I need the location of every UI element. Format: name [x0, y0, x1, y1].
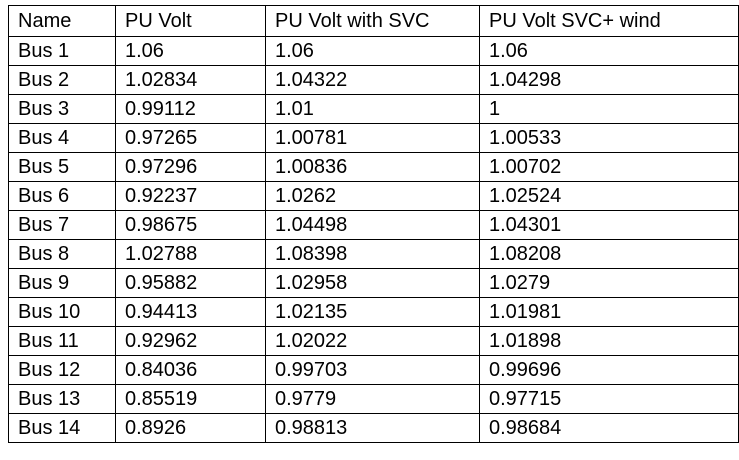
bus-name-cell: Bus 10	[8, 297, 116, 327]
pu-volt-with-svc-cell: 1.06	[265, 36, 480, 66]
table-body: Bus 1 1.06 1.06 1.06 Bus 2 1.02834 1.04322 1.04…	[8, 36, 739, 443]
pu-volt-cell: 1.06	[115, 36, 266, 66]
table-row: Bus 5 0.97296 1.00836 1.00702	[8, 152, 739, 182]
pu-volt-svc-wind-cell: 1.0279	[479, 268, 739, 298]
pu-volt-cell: 0.94413	[115, 297, 266, 327]
column-header-pu-volt-svc-wind: PU Volt SVC+ wind	[479, 5, 739, 37]
pu-volt-cell: 0.92237	[115, 181, 266, 211]
column-header-name: Name	[8, 5, 116, 37]
table-row: Bus 3 0.99112 1.01 1	[8, 94, 739, 124]
pu-volt-cell: 0.95882	[115, 268, 266, 298]
pu-volt-with-svc-cell: 0.9779	[265, 384, 480, 414]
pu-volt-svc-wind-cell: 1.01981	[479, 297, 739, 327]
pu-volt-with-svc-cell: 1.02135	[265, 297, 480, 327]
pu-volt-svc-wind-cell: 1	[479, 94, 739, 124]
pu-volt-svc-wind-cell: 1.01898	[479, 326, 739, 356]
pu-volt-svc-wind-cell: 1.00702	[479, 152, 739, 182]
bus-name-cell: Bus 5	[8, 152, 116, 182]
pu-volt-with-svc-cell: 1.08398	[265, 239, 480, 269]
table-row: Bus 11 0.92962 1.02022 1.01898	[8, 326, 739, 356]
table-row: Bus 7 0.98675 1.04498 1.04301	[8, 210, 739, 240]
pu-volt-svc-wind-cell: 1.04301	[479, 210, 739, 240]
pu-volt-with-svc-cell: 1.01	[265, 94, 480, 124]
column-header-pu-volt: PU Volt	[115, 5, 266, 37]
pu-volt-cell: 0.8926	[115, 413, 266, 443]
bus-name-cell: Bus 9	[8, 268, 116, 298]
table-row: Bus 12 0.84036 0.99703 0.99696	[8, 355, 739, 385]
pu-volt-svc-wind-cell: 0.99696	[479, 355, 739, 385]
bus-name-cell: Bus 7	[8, 210, 116, 240]
pu-volt-svc-wind-cell: 1.00533	[479, 123, 739, 153]
table-row: Bus 14 0.8926 0.98813 0.98684	[8, 413, 739, 443]
pu-volt-svc-wind-cell: 1.04298	[479, 65, 739, 95]
pu-volt-with-svc-cell: 1.04498	[265, 210, 480, 240]
bus-name-cell: Bus 12	[8, 355, 116, 385]
bus-name-cell: Bus 14	[8, 413, 116, 443]
pu-volt-svc-wind-cell: 1.08208	[479, 239, 739, 269]
table-header-row: Name PU Volt PU Volt with SVC PU Volt SV…	[8, 5, 739, 37]
bus-name-cell: Bus 3	[8, 94, 116, 124]
pu-volt-with-svc-cell: 1.02958	[265, 268, 480, 298]
bus-name-cell: Bus 1	[8, 36, 116, 66]
pu-volt-cell: 0.99112	[115, 94, 266, 124]
pu-volt-cell: 1.02788	[115, 239, 266, 269]
bus-name-cell: Bus 8	[8, 239, 116, 269]
pu-volt-with-svc-cell: 1.02022	[265, 326, 480, 356]
column-header-pu-volt-with-svc: PU Volt with SVC	[265, 5, 480, 37]
pu-volt-cell: 0.85519	[115, 384, 266, 414]
bus-name-cell: Bus 11	[8, 326, 116, 356]
pu-volt-cell: 0.97265	[115, 123, 266, 153]
pu-volt-svc-wind-cell: 1.06	[479, 36, 739, 66]
pu-volt-svc-wind-cell: 0.98684	[479, 413, 739, 443]
pu-volt-with-svc-cell: 1.04322	[265, 65, 480, 95]
bus-name-cell: Bus 4	[8, 123, 116, 153]
bus-voltage-table: Name PU Volt PU Volt with SVC PU Volt SV…	[8, 5, 739, 443]
table-row: Bus 6 0.92237 1.0262 1.02524	[8, 181, 739, 211]
pu-volt-with-svc-cell: 1.00781	[265, 123, 480, 153]
bus-name-cell: Bus 2	[8, 65, 116, 95]
pu-volt-with-svc-cell: 1.0262	[265, 181, 480, 211]
table-row: Bus 1 1.06 1.06 1.06	[8, 36, 739, 66]
pu-volt-svc-wind-cell: 0.97715	[479, 384, 739, 414]
pu-volt-cell: 0.97296	[115, 152, 266, 182]
pu-volt-cell: 0.92962	[115, 326, 266, 356]
pu-volt-svc-wind-cell: 1.02524	[479, 181, 739, 211]
pu-volt-with-svc-cell: 0.98813	[265, 413, 480, 443]
pu-volt-with-svc-cell: 1.00836	[265, 152, 480, 182]
table-row: Bus 9 0.95882 1.02958 1.0279	[8, 268, 739, 298]
bus-name-cell: Bus 13	[8, 384, 116, 414]
bus-name-cell: Bus 6	[8, 181, 116, 211]
pu-volt-cell: 0.84036	[115, 355, 266, 385]
pu-volt-cell: 1.02834	[115, 65, 266, 95]
table-row: Bus 8 1.02788 1.08398 1.08208	[8, 239, 739, 269]
pu-volt-cell: 0.98675	[115, 210, 266, 240]
table-row: Bus 10 0.94413 1.02135 1.01981	[8, 297, 739, 327]
table-row: Bus 2 1.02834 1.04322 1.04298	[8, 65, 739, 95]
table-row: Bus 13 0.85519 0.9779 0.97715	[8, 384, 739, 414]
table-row: Bus 4 0.97265 1.00781 1.00533	[8, 123, 739, 153]
pu-volt-with-svc-cell: 0.99703	[265, 355, 480, 385]
